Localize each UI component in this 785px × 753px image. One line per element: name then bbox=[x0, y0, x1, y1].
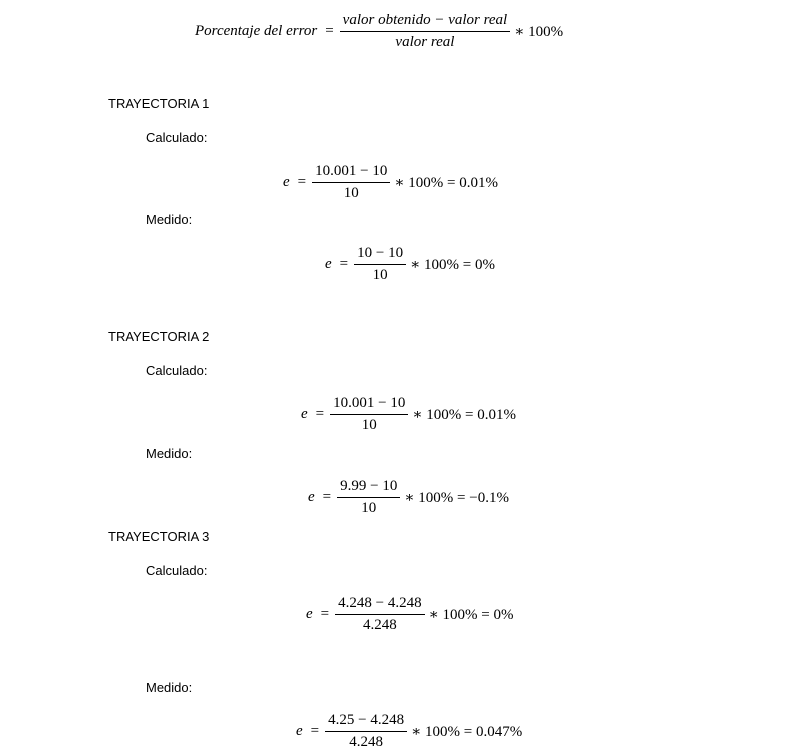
section-title-1: TRAYECTORIA 1 bbox=[108, 96, 210, 111]
formula-numerator: valor obtenido − valor real bbox=[339, 11, 511, 32]
eq-fraction: 10.001 − 10 10 bbox=[312, 162, 391, 203]
eq-result: ∗ 100% = 0% bbox=[410, 256, 496, 273]
eq-result: ∗ 100% = 0.047% bbox=[411, 723, 523, 740]
calculated-equation-3: e = 4.248 − 4.248 4.248 ∗ 100% = 0% bbox=[306, 592, 514, 636]
eq-result: ∗ 100% = −0.1% bbox=[404, 489, 509, 506]
eq-numerator: 4.248 − 4.248 bbox=[335, 594, 425, 615]
eq-fraction: 4.248 − 4.248 4.248 bbox=[335, 594, 425, 635]
measured-label-3: Medido: bbox=[146, 680, 193, 695]
eq-numerator: 9.99 − 10 bbox=[337, 477, 401, 498]
formula-tail: ∗ 100% bbox=[514, 23, 564, 40]
formula-denominator: valor real bbox=[395, 33, 455, 50]
eq-fraction: 10.001 − 10 10 bbox=[330, 394, 409, 435]
eq-lhs: e bbox=[306, 605, 313, 622]
eq-equals: = bbox=[297, 173, 307, 190]
section-title-3: TRAYECTORIA 3 bbox=[108, 529, 210, 544]
eq-denominator: 10 bbox=[361, 499, 377, 516]
calculated-label-1: Calculado: bbox=[146, 130, 208, 145]
eq-numerator: 10.001 − 10 bbox=[330, 394, 409, 415]
eq-denominator: 10 bbox=[361, 416, 377, 433]
eq-lhs: e bbox=[296, 722, 303, 739]
measured-label-1: Medido: bbox=[146, 212, 193, 227]
eq-numerator: 4.25 − 4.248 bbox=[325, 711, 408, 732]
eq-equals: = bbox=[315, 405, 325, 422]
eq-equals: = bbox=[339, 255, 349, 272]
measured-equation-2: e = 9.99 − 10 10 ∗ 100% = −0.1% bbox=[308, 475, 509, 519]
eq-equals: = bbox=[322, 488, 332, 505]
eq-denominator: 4.248 bbox=[363, 616, 397, 633]
eq-equals: = bbox=[310, 722, 320, 739]
eq-fraction: 4.25 − 4.248 4.248 bbox=[325, 711, 408, 752]
eq-lhs: e bbox=[325, 255, 332, 272]
calculated-equation-1: e = 10.001 − 10 10 ∗ 100% = 0.01% bbox=[283, 160, 498, 204]
eq-fraction: 9.99 − 10 10 bbox=[337, 477, 401, 518]
calculated-equation-2: e = 10.001 − 10 10 ∗ 100% = 0.01% bbox=[301, 392, 516, 436]
formula-lhs: Porcentaje del error bbox=[195, 22, 318, 39]
section-title-2: TRAYECTORIA 2 bbox=[108, 329, 210, 344]
measured-equation-1: e = 10 − 10 10 ∗ 100% = 0% bbox=[325, 242, 495, 286]
measured-equation-3: e = 4.25 − 4.248 4.248 ∗ 100% = 0.047% bbox=[296, 709, 522, 753]
formula-equals: = bbox=[325, 22, 334, 39]
calculated-label-3: Calculado: bbox=[146, 563, 208, 578]
eq-denominator: 10 bbox=[343, 184, 359, 201]
error-formula: Porcentaje del error = valor obtenido − … bbox=[195, 9, 563, 53]
eq-result: ∗ 100% = 0.01% bbox=[394, 174, 499, 191]
measured-label-2: Medido: bbox=[146, 446, 193, 461]
eq-denominator: 10 bbox=[372, 266, 388, 283]
eq-result: ∗ 100% = 0% bbox=[428, 606, 514, 623]
eq-lhs: e bbox=[308, 488, 315, 505]
eq-fraction: 10 − 10 10 bbox=[354, 244, 407, 285]
eq-equals: = bbox=[320, 605, 330, 622]
eq-result: ∗ 100% = 0.01% bbox=[412, 406, 517, 423]
eq-lhs: e bbox=[283, 173, 290, 190]
eq-numerator: 10 − 10 bbox=[354, 244, 407, 265]
eq-lhs: e bbox=[301, 405, 308, 422]
calculated-label-2: Calculado: bbox=[146, 363, 208, 378]
eq-numerator: 10.001 − 10 bbox=[312, 162, 391, 183]
eq-denominator: 4.248 bbox=[349, 733, 383, 750]
formula-fraction: valor obtenido − valor real valor real bbox=[339, 11, 511, 52]
